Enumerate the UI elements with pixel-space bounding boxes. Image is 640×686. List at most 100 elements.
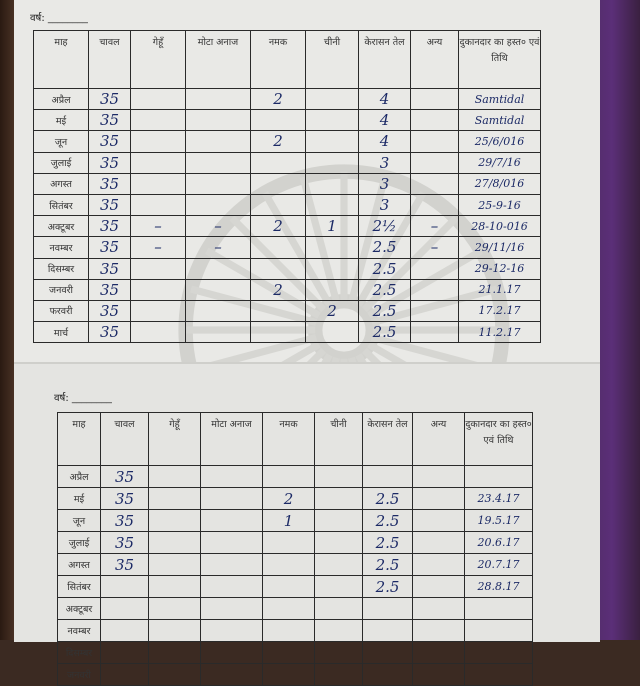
month-row: जून 35 2 4 25/6/016 bbox=[33, 130, 541, 153]
rice-cell: 35 bbox=[88, 193, 131, 217]
kerosene-cell: 2.5 bbox=[358, 278, 411, 301]
kerosene-cell: 2.5 bbox=[358, 257, 411, 280]
rice-cell: 35 bbox=[88, 172, 131, 195]
sugar-cell bbox=[314, 641, 363, 664]
kerosene-cell bbox=[362, 641, 413, 664]
month-label: मई bbox=[57, 487, 101, 510]
kerosene-cell: 3 bbox=[358, 172, 411, 195]
kerosene-cell: 2.5 bbox=[358, 236, 411, 259]
wheat-cell bbox=[148, 597, 201, 620]
rice-cell bbox=[100, 575, 149, 598]
rice-cell: 35 bbox=[88, 109, 131, 132]
salt-cell bbox=[262, 619, 315, 642]
coarse-grain-cell bbox=[200, 465, 263, 488]
salt-cell: 2 bbox=[250, 278, 306, 301]
coarse-grain-cell bbox=[200, 531, 263, 554]
rice-cell: 35 bbox=[88, 130, 131, 153]
shopkeeper-signature-date-cell: 25/6/016 bbox=[458, 130, 541, 153]
wheat-cell bbox=[130, 257, 186, 280]
month-label: मई bbox=[33, 109, 89, 132]
shopkeeper-signature-date-cell: 17.2.17 bbox=[458, 299, 541, 323]
month-label: मार्च bbox=[33, 321, 89, 344]
column-header-salt: नमक bbox=[250, 30, 306, 89]
other-cell bbox=[410, 321, 459, 344]
wheat-cell bbox=[148, 575, 201, 598]
coarse-grain-cell bbox=[200, 509, 263, 532]
month-label: अक्टूबर bbox=[33, 215, 89, 238]
header-row: माह चावल गेहूँ मोटा अनाज नमक चीनी केरासन तेल अन… bbox=[57, 412, 533, 466]
column-header-month: माह bbox=[33, 30, 89, 89]
coarse-grain-cell bbox=[200, 553, 263, 576]
coarse-grain-cell bbox=[200, 487, 263, 510]
sugar-cell bbox=[305, 257, 359, 280]
upper-ration-table: माह चावल गेहूँ मोटा अनाज नमक चीनी केरासन तेल अन… bbox=[33, 30, 541, 344]
lower-ration-table: माह चावल गेहूँ मोटा अनाज नमक चीनी केरासन तेल अन… bbox=[57, 412, 533, 686]
column-header-month: माह bbox=[57, 412, 101, 466]
other-cell bbox=[410, 257, 459, 280]
sugar-cell bbox=[305, 278, 359, 301]
wheat-cell bbox=[130, 193, 186, 217]
month-label: जनवरी bbox=[33, 278, 89, 301]
wheat-cell: – bbox=[130, 215, 186, 238]
other-cell bbox=[412, 641, 465, 664]
salt-cell bbox=[262, 641, 315, 664]
month-label: अप्रैल bbox=[57, 465, 101, 488]
month-row: मार्च 35 2.5 11.2.17 bbox=[33, 321, 541, 344]
coarse-grain-cell bbox=[185, 109, 251, 132]
month-label: जून bbox=[57, 509, 101, 532]
coarse-grain-cell bbox=[185, 87, 251, 111]
shopkeeper-signature-date-cell: 19.5.17 bbox=[464, 509, 533, 532]
month-row: सितंबर 2.5 28.8.17 bbox=[57, 575, 533, 598]
header-row: माह चावल गेहूँ मोटा अनाज नमक चीनी केरासन तेल अन… bbox=[33, 30, 541, 89]
sugar-cell bbox=[314, 663, 363, 686]
other-cell bbox=[412, 597, 465, 620]
sugar-cell bbox=[314, 575, 363, 598]
wheat-cell bbox=[130, 299, 186, 323]
kerosene-cell: 4 bbox=[358, 130, 411, 153]
month-row: अक्टूबर bbox=[57, 597, 533, 620]
shopkeeper-signature-date-cell: 20.7.17 bbox=[464, 553, 533, 576]
shopkeeper-signature-date-cell: 29/7/16 bbox=[458, 151, 541, 174]
other-cell: – bbox=[410, 215, 459, 238]
shopkeeper-signature-date-cell: 29/11/16 bbox=[458, 236, 541, 259]
wheat-cell: – bbox=[130, 236, 186, 259]
salt-cell bbox=[262, 531, 315, 554]
wheat-cell bbox=[148, 641, 201, 664]
salt-cell bbox=[250, 257, 306, 280]
column-header-shopkeeper-signature-date: दुकानदार का हस्त० एवं तिथि bbox=[458, 30, 541, 89]
month-label: अगस्त bbox=[33, 172, 89, 195]
month-label: जुलाई bbox=[57, 531, 101, 554]
shopkeeper-signature-date-cell: 27/8/016 bbox=[458, 172, 541, 195]
salt-cell bbox=[250, 321, 306, 344]
wheat-cell bbox=[130, 172, 186, 195]
wheat-cell bbox=[148, 553, 201, 576]
column-header-kerosene: केरासन तेल bbox=[358, 30, 411, 89]
month-label: अप्रैल bbox=[33, 87, 89, 111]
salt-cell: 1 bbox=[262, 509, 315, 532]
coarse-grain-cell bbox=[200, 619, 263, 642]
salt-cell bbox=[250, 151, 306, 174]
wheat-cell bbox=[148, 487, 201, 510]
sugar-cell bbox=[314, 597, 363, 620]
month-row: अगस्त 35 3 27/8/016 bbox=[33, 172, 541, 195]
coarse-grain-cell bbox=[185, 130, 251, 153]
coarse-grain-cell bbox=[185, 299, 251, 323]
month-label: सितंबर bbox=[33, 193, 89, 217]
salt-cell bbox=[250, 299, 306, 323]
shopkeeper-signature-date-cell bbox=[464, 663, 533, 686]
coarse-grain-cell bbox=[185, 151, 251, 174]
sugar-cell bbox=[305, 193, 359, 217]
coarse-grain-cell bbox=[185, 321, 251, 344]
sugar-cell bbox=[305, 130, 359, 153]
month-row: मई 35 2 2.5 23.4.17 bbox=[57, 487, 533, 510]
wheat-cell bbox=[130, 130, 186, 153]
month-label: अगस्त bbox=[57, 553, 101, 576]
other-cell bbox=[412, 465, 465, 488]
shopkeeper-signature-date-cell bbox=[464, 619, 533, 642]
coarse-grain-cell: – bbox=[185, 215, 251, 238]
rice-cell: 35 bbox=[88, 321, 131, 344]
shopkeeper-signature-date-cell bbox=[464, 641, 533, 664]
shopkeeper-signature-date-cell: 23.4.17 bbox=[464, 487, 533, 510]
coarse-grain-cell bbox=[200, 663, 263, 686]
kerosene-cell: 2½ bbox=[358, 215, 411, 238]
